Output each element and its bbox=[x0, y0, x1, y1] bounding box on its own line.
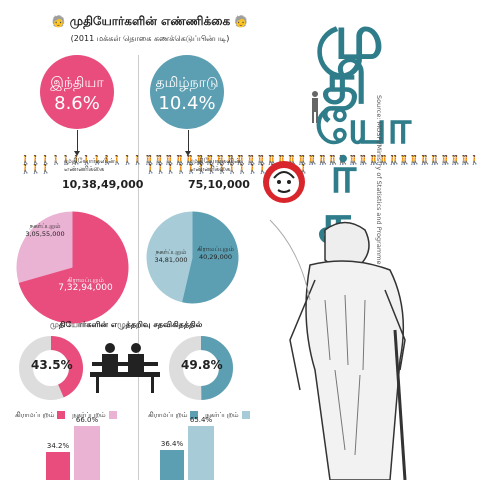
bar-india-urban bbox=[74, 425, 100, 480]
india-legend: கிராமப்புறம் நகர்ப்புறம் bbox=[15, 411, 117, 420]
india-literacy-donut bbox=[19, 336, 83, 400]
tamilnadu-legend: கிராமப்புறம் நகர்ப்புறம் bbox=[148, 411, 250, 420]
india-percent-circle: இந்தியா 8.6% bbox=[40, 55, 114, 129]
crowd-icon: 🚶🚶🚶🚶🚶🚶🚶🚶🚶🚶🚶🚶🚶🚶🚶🚶🚶🚶🚶🚶🚶🚶🚶🚶🚶🚶🚶🚶🚶🚶🚶🚶🚶🚶🚶🚶🚶🚶🚶🚶… bbox=[20, 156, 480, 175]
bar-value-india-rural: 34.2% bbox=[46, 441, 70, 450]
tamilnadu-urban-label: நகர்ப்புறம் 34,81,000 bbox=[154, 248, 188, 264]
literacy-title: முதியோர்களின் எழுத்தறிவு சதவிகிதத்தில் bbox=[50, 320, 203, 329]
legend-swatch-urban bbox=[241, 411, 250, 419]
title-letter: மு bbox=[315, 0, 384, 73]
pie-slice-rural bbox=[182, 211, 239, 304]
india-percent: 8.6% bbox=[54, 93, 100, 114]
india-urban-label: நகர்ப்புறம் 3,05,55,000 bbox=[25, 222, 65, 238]
face-logo-icon bbox=[263, 161, 305, 203]
pie-slice-urban bbox=[146, 211, 193, 303]
india-literacy-value: 43.5% bbox=[31, 358, 73, 372]
tamilnadu-urban-rural-pie bbox=[146, 211, 239, 304]
arrow-icon bbox=[185, 130, 191, 156]
elderly-man-illustration bbox=[269, 219, 407, 480]
small-person-icon bbox=[312, 91, 318, 123]
bench-couple-icon bbox=[88, 340, 163, 395]
tamilnadu-rural-label: கிராமப்புறம் 40,29,000 bbox=[197, 245, 234, 261]
bar-tamilnadu-urban bbox=[188, 426, 214, 480]
title-letter: தி bbox=[322, 52, 368, 117]
bar-india-rural bbox=[46, 451, 70, 480]
tamilnadu-literacy-donut bbox=[169, 336, 233, 400]
india-rural-label: கிராமப்புறம் 7,32,94,000 bbox=[58, 276, 113, 293]
tamilnadu-literacy-value: 49.8% bbox=[181, 358, 223, 372]
legend-swatch-urban bbox=[108, 411, 117, 419]
india-name: இந்தியா bbox=[50, 75, 104, 91]
pie-slice-urban bbox=[16, 211, 73, 283]
column-divider bbox=[138, 55, 139, 480]
donut-arc bbox=[50, 336, 83, 398]
legend-swatch-rural bbox=[57, 411, 66, 419]
title-letter: ர் bbox=[330, 146, 357, 204]
page-subtitle: (2011 மக்கள் தொகை கணக்கெடுப்பின்படி) bbox=[70, 34, 230, 43]
india-count-label: முதியோர்களின் எண்ணிக்கை bbox=[64, 157, 115, 173]
donut-arc bbox=[200, 336, 233, 400]
header: 🧓 முதியோர்களின் எண்ணிக்கை 🧓 (2011 மக்கள்… bbox=[20, 14, 280, 44]
india-urban-rural-pie bbox=[16, 211, 129, 324]
pie-slice-rural bbox=[18, 211, 129, 324]
tamilnadu-count-label: முதியோர்களின் எண்ணிக்கை bbox=[190, 157, 241, 173]
bar-value-india-urban: 66.0% bbox=[75, 415, 99, 424]
elderly-man-icon: 🧓 bbox=[234, 15, 249, 28]
bar-tamilnadu-rural bbox=[160, 450, 184, 480]
tamilnadu-name: தமிழ்நாடு bbox=[155, 75, 219, 91]
bar-value-tamilnadu-rural: 36.4% bbox=[160, 440, 184, 449]
tamilnadu-count: 75,10,000 bbox=[188, 178, 250, 191]
tamilnadu-percent: 10.4% bbox=[158, 93, 216, 114]
crowd-icon: 🚶🚶🚶🚶🚶🚶🚶🚶🚶🚶🚶🚶🚶🚶🚶🚶🚶🚶🚶🚶🚶🚶🚶🚶🚶🚶🚶🚶🚶🚶🚶🚶🚶🚶🚶🚶🚶🚶🚶🚶… bbox=[145, 156, 473, 175]
title-letter: யோ bbox=[315, 100, 412, 154]
india-count: 10,38,49,000 bbox=[62, 178, 144, 191]
page-title: 🧓 முதியோர்களின் எண்ணிக்கை 🧓 bbox=[51, 14, 249, 28]
legend-swatch-rural bbox=[190, 411, 199, 419]
elderly-man-icon: 🧓 bbox=[51, 15, 66, 28]
tamilnadu-percent-circle: தமிழ்நாடு 10.4% bbox=[150, 55, 224, 129]
arrow-icon bbox=[74, 130, 80, 156]
bar-value-tamilnadu-urban: 65.4% bbox=[189, 416, 213, 425]
